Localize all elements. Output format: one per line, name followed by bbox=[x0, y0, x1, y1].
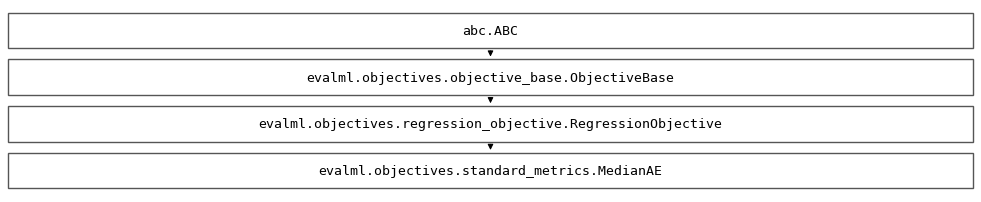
Bar bbox=[8, 60, 973, 95]
Bar bbox=[8, 107, 973, 142]
Bar bbox=[8, 153, 973, 188]
Text: abc.ABC: abc.ABC bbox=[462, 25, 519, 38]
Text: evalml.objectives.objective_base.ObjectiveBase: evalml.objectives.objective_base.Objecti… bbox=[306, 71, 675, 84]
Text: evalml.objectives.standard_metrics.MedianAE: evalml.objectives.standard_metrics.Media… bbox=[319, 164, 662, 177]
Bar bbox=[8, 14, 973, 49]
Text: evalml.objectives.regression_objective.RegressionObjective: evalml.objectives.regression_objective.R… bbox=[259, 118, 722, 131]
